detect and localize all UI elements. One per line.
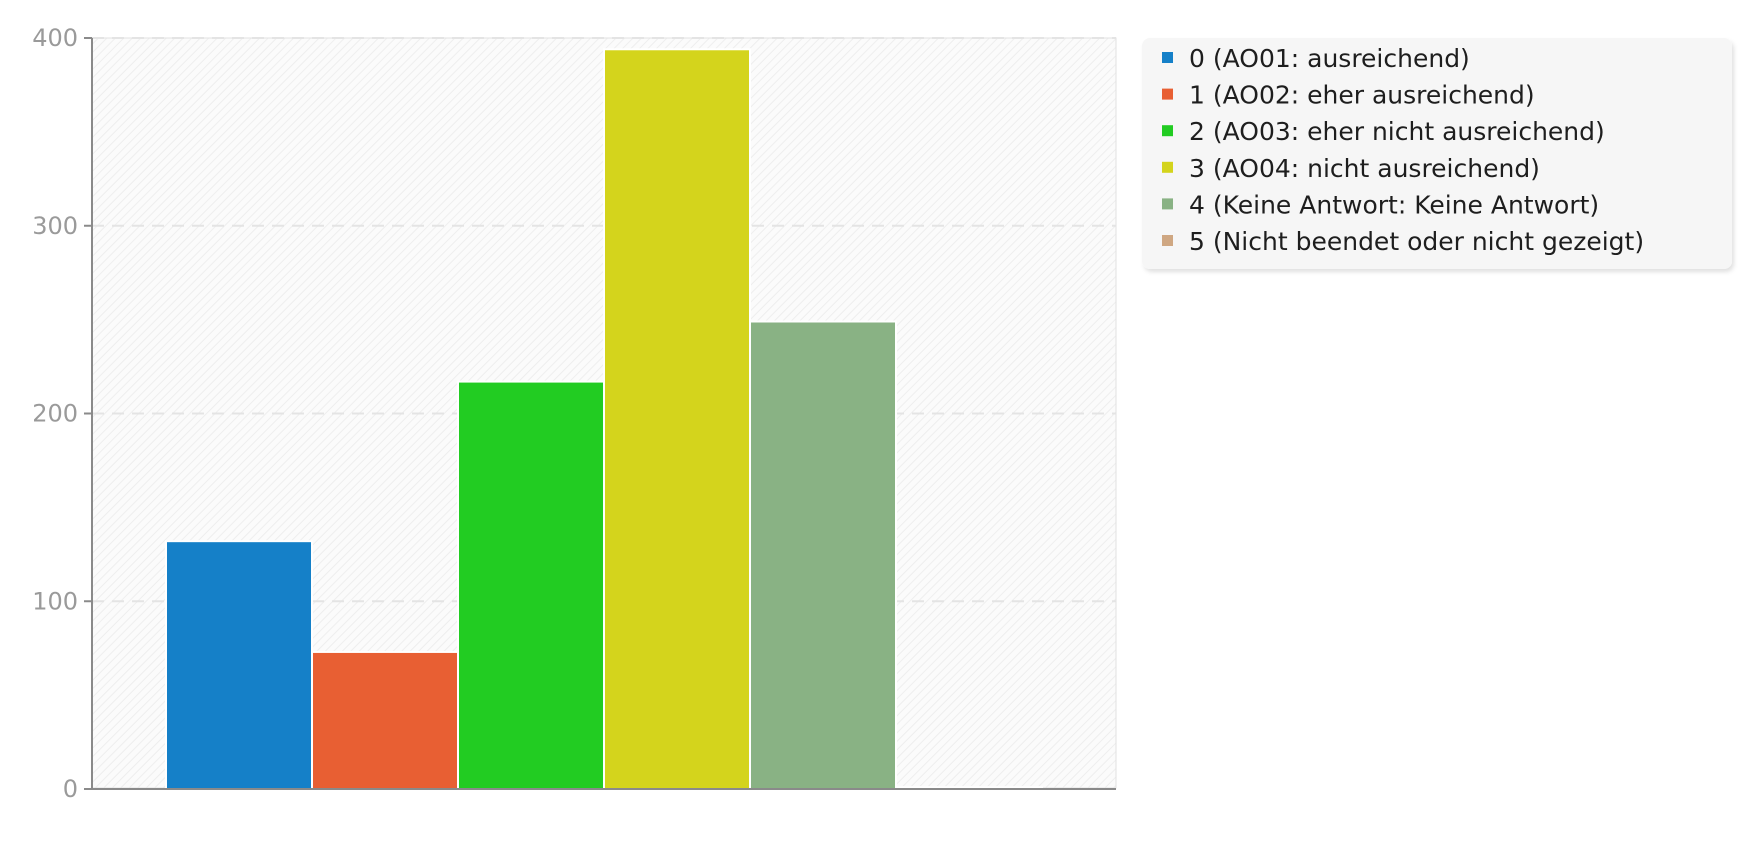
legend-label-4: 4 (Keine Antwort: Keine Antwort) <box>1189 190 1599 219</box>
y-axis: 0 100 200 300 400 <box>32 24 93 803</box>
y-tick-label: 100 <box>32 587 78 615</box>
legend-swatch-3 <box>1162 161 1173 173</box>
legend-swatch-2 <box>1162 125 1173 137</box>
bar-0 <box>165 540 313 790</box>
y-tick-label: 200 <box>32 400 78 428</box>
legend-label-5: 5 (Nicht beendet oder nicht gezeigt) <box>1189 227 1644 256</box>
bar-3 <box>603 48 751 790</box>
y-tick-label: 400 <box>32 24 78 52</box>
bar-1 <box>311 650 459 790</box>
legend-swatch-5 <box>1162 235 1173 246</box>
bar-4 <box>749 320 897 790</box>
legend-swatch-1 <box>1162 88 1173 100</box>
legend-label-2: 2 (AO03: eher nicht ausreichend) <box>1189 117 1605 146</box>
y-tick-label: 300 <box>32 212 78 240</box>
legend: 0 (AO01: ausreichend) 1 (AO02: eher ausre… <box>1142 38 1732 269</box>
legend-swatch-4 <box>1162 198 1173 210</box>
bars <box>165 48 1043 790</box>
legend-label-0: 0 (AO01: ausreichend) <box>1189 44 1470 73</box>
legend-box <box>1142 38 1732 269</box>
bar-2 <box>457 380 605 790</box>
legend-label-3: 3 (AO04: nicht ausreichend) <box>1189 154 1540 183</box>
legend-label-1: 1 (AO02: eher ausreichend) <box>1189 81 1535 110</box>
y-tick-label: 0 <box>63 775 78 803</box>
legend-swatch-0 <box>1162 52 1173 63</box>
